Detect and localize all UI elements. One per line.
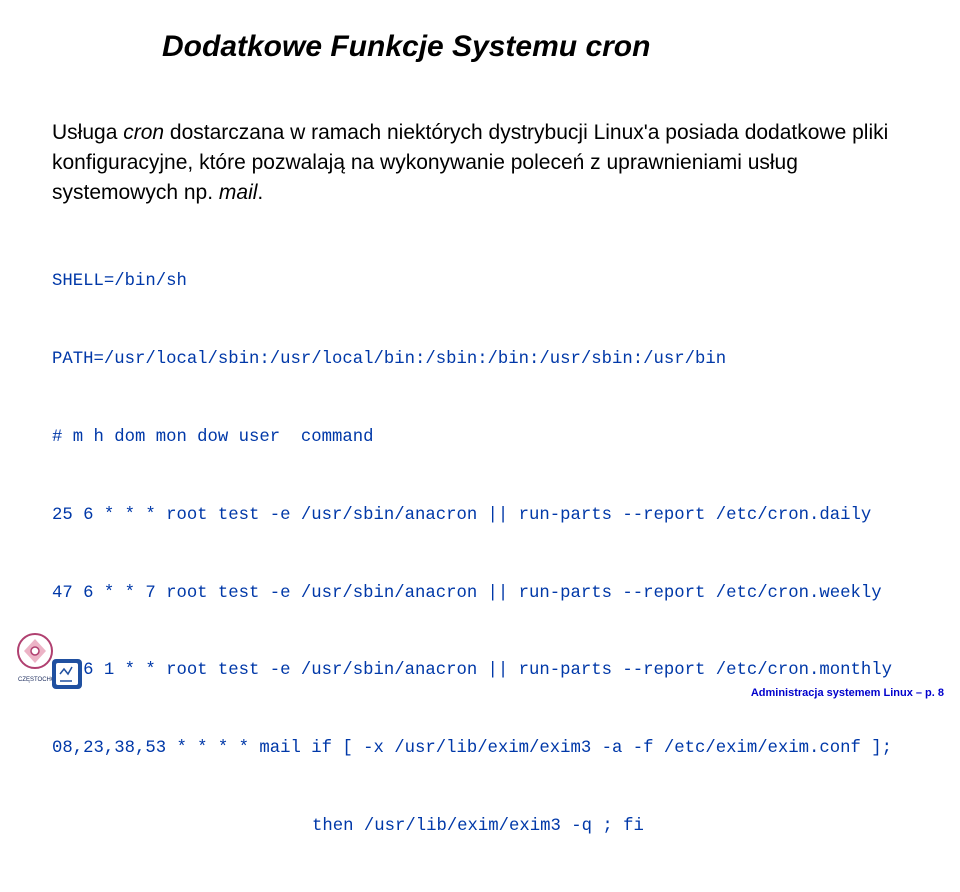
code-line: PATH=/usr/local/sbin:/usr/local/bin:/sbi…	[52, 347, 908, 373]
code-line-then: then /usr/lib/exim/exim3 -q ; fi	[312, 814, 908, 840]
code-line: 08,23,38,53 * * * * mail if [ -x /usr/li…	[52, 736, 908, 762]
code-line: SHELL=/bin/sh	[52, 269, 908, 295]
university-logo-icon: CZĘSTOCHOWA	[14, 629, 86, 699]
code-block: SHELL=/bin/sh PATH=/usr/local/sbin:/usr/…	[52, 217, 908, 891]
body-paragraph: Usługa cron dostarczana w ramach niektór…	[52, 118, 908, 207]
code-line: 47 6 * * 7 root test -e /usr/sbin/anacro…	[52, 581, 908, 607]
code-line: 25 6 * * * root test -e /usr/sbin/anacro…	[52, 503, 908, 529]
code-line: # m h dom mon dow user command	[52, 425, 908, 451]
code-line: 52 6 1 * * root test -e /usr/sbin/anacro…	[52, 658, 908, 684]
slide-title: Dodatkowe Funkcje Systemu cron	[162, 30, 908, 64]
slide-footer: Administracja systemem Linux – p. 8	[751, 687, 944, 699]
